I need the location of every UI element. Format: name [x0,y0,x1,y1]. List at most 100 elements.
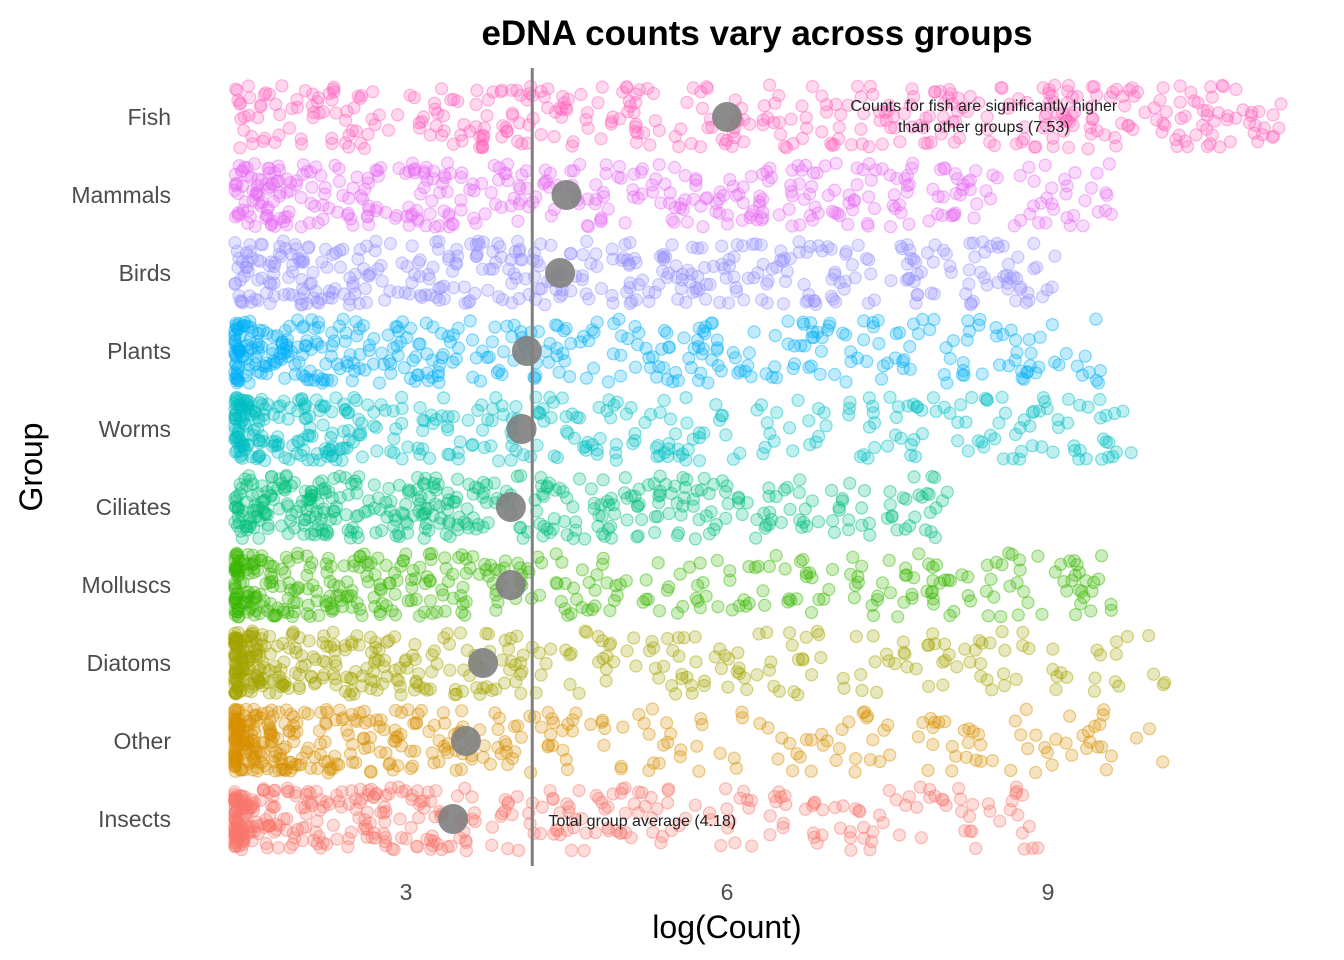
data-point-plants [434,326,448,341]
data-point-mammals [273,186,287,200]
data-point-plants [656,361,671,375]
data-point-birds [623,281,637,295]
data-point-birds [669,270,684,284]
data-point-molluscs [436,588,450,602]
data-point-worms [609,437,623,452]
data-point-birds [582,292,596,306]
data-point-molluscs [438,604,452,618]
data-point-plants [277,347,291,361]
data-point-mammals [300,164,314,178]
data-point-fish [1042,83,1056,97]
data-point-diatoms [509,675,523,689]
data-point-mammals [580,192,595,206]
data-point-plants [245,325,259,339]
data-point-molluscs [1054,557,1068,572]
data-point-birds [415,290,429,304]
data-point-birds [1000,276,1015,290]
data-point-mammals [492,173,506,187]
data-point-mammals [314,168,328,183]
data-point-insects [776,816,790,830]
data-point-worms [401,440,415,454]
data-point-molluscs [550,577,564,591]
data-point-insects [512,843,526,858]
data-point-mammals [961,175,975,189]
data-point-fish [447,92,461,107]
data-point-diatoms [814,650,828,665]
data-point-birds [1045,280,1059,294]
data-point-mammals [266,214,280,228]
data-point-birds [773,253,788,267]
data-point-birds [375,274,389,288]
data-point-mammals [322,201,336,215]
data-point-diatoms [1060,670,1074,684]
data-point-mammals [254,199,268,213]
data-point-plants [1033,330,1047,344]
data-point-mammals [355,192,370,206]
data-point-other [319,702,334,717]
data-point-fish [1089,88,1104,102]
data-point-plants [874,372,889,386]
data-point-birds [911,288,925,302]
data-point-molluscs [1094,549,1109,563]
data-point-fish [561,92,576,107]
data-point-fish [983,135,997,149]
data-point-insects [459,835,473,850]
data-point-plants [308,321,322,336]
data-point-molluscs [1035,607,1049,621]
data-point-worms [638,415,652,430]
data-point-birds [289,242,303,256]
data-point-birds [423,288,438,302]
data-point-diatoms [996,667,1011,681]
data-point-worms [983,428,998,442]
data-point-other [804,764,818,778]
data-point-ciliates [632,482,646,496]
data-point-other [301,707,315,721]
data-point-diatoms [998,643,1012,658]
data-point-plants [866,320,881,334]
data-point-mammals [830,206,845,220]
data-point-other [242,714,257,729]
data-point-fish [941,91,956,105]
data-point-birds [303,277,317,291]
data-point-fish [1189,128,1203,142]
data-point-mammals [328,158,342,172]
data-point-fish [565,139,579,153]
data-point-mammals [512,179,526,193]
data-point-mammals [262,166,276,180]
data-point-fish [245,129,259,144]
data-point-birds [899,273,914,287]
data-point-worms [590,447,604,461]
data-point-mammals [596,190,611,204]
data-point-birds [642,294,656,308]
data-point-molluscs [306,578,320,592]
data-point-mammals [543,166,557,180]
data-point-plants [230,339,244,353]
data-point-insects [344,825,358,839]
data-point-plants [275,336,289,350]
data-point-ciliates [572,472,587,486]
data-point-fish [541,82,555,96]
data-point-molluscs [425,606,439,621]
data-point-birds [927,287,941,301]
data-point-plants [259,356,273,370]
data-point-mammals [392,161,406,175]
data-point-diatoms [244,627,258,641]
data-point-ciliates [925,469,939,484]
data-point-fish [937,120,951,134]
data-point-worms [509,400,523,414]
data-point-fish [233,97,247,111]
data-point-mammals [750,213,764,227]
data-point-fish [1017,120,1032,134]
data-point-worms [842,408,856,422]
data-point-worms [1035,440,1049,454]
data-point-insects [228,799,242,813]
data-point-plants [768,329,782,343]
data-point-insects [892,828,907,842]
data-point-plants [895,354,910,369]
data-point-birds [312,296,326,310]
data-point-plants [325,374,339,388]
data-point-plants [586,361,601,375]
data-point-plants [232,317,246,331]
data-point-molluscs [907,571,921,585]
data-point-worms [234,402,248,416]
